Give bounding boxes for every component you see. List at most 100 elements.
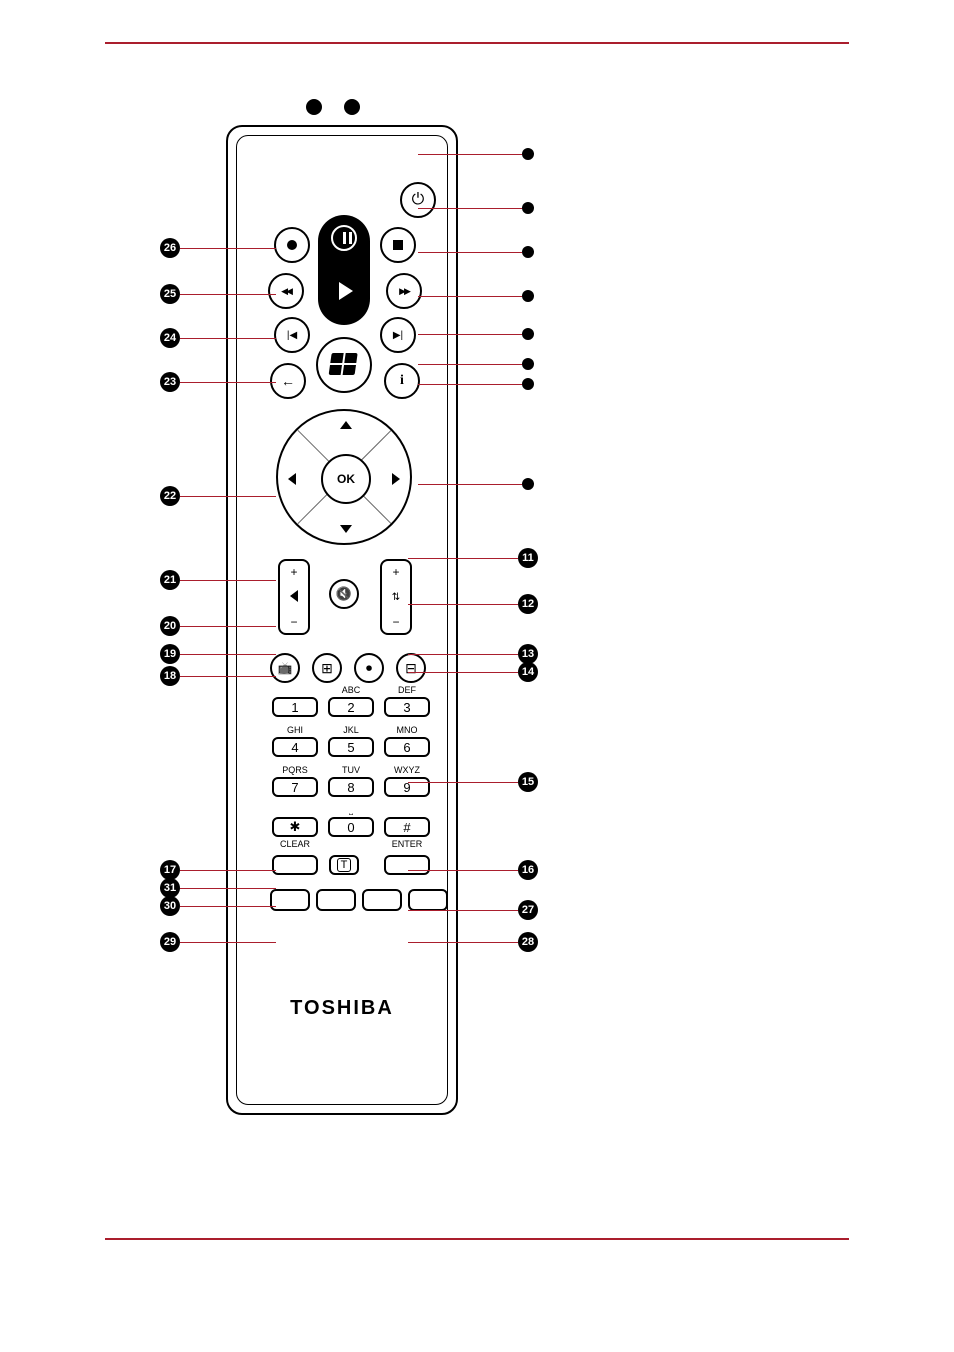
power-button[interactable] — [400, 182, 436, 218]
callout-lead — [418, 296, 522, 297]
callout-13: 13 — [518, 644, 538, 664]
dvd-menu-button[interactable] — [396, 653, 426, 683]
play-button[interactable] — [328, 275, 360, 307]
recorded-tv-button[interactable] — [354, 653, 384, 683]
numpad-label: PQRS — [272, 765, 318, 775]
clear-button[interactable] — [272, 855, 318, 875]
callout-lead — [408, 910, 518, 911]
numpad-label: WXYZ — [384, 765, 430, 775]
bottom-rule — [105, 1238, 849, 1240]
info-button[interactable] — [384, 363, 420, 399]
callout-17: 17 — [160, 860, 180, 880]
mute-button[interactable] — [329, 579, 359, 609]
ok-button[interactable]: OK — [321, 454, 371, 504]
volume-rocker[interactable]: + − — [278, 559, 310, 635]
dpad-left[interactable] — [284, 471, 300, 487]
numpad-key-8[interactable]: 8 — [328, 777, 374, 797]
callout-lead — [180, 496, 276, 497]
pause-button[interactable] — [331, 225, 357, 251]
callout-28: 28 — [518, 932, 538, 952]
callout-lead — [180, 248, 276, 249]
numpad-label: DEF — [384, 685, 430, 695]
callout-23: 23 — [160, 372, 180, 392]
callout-lead — [418, 364, 522, 365]
numpad-key-5[interactable]: 5 — [328, 737, 374, 757]
numpad-key-7[interactable]: 7 — [272, 777, 318, 797]
blue-button[interactable] — [408, 889, 448, 911]
rewind-button[interactable] — [268, 273, 304, 309]
numpad-label: MNO — [384, 725, 430, 735]
ch-minus: − — [392, 615, 399, 629]
callout-lead — [180, 580, 276, 581]
callout-lead — [180, 870, 276, 871]
dpad-down[interactable] — [338, 521, 354, 537]
callout-dot — [522, 378, 534, 390]
callout-22: 22 — [160, 486, 180, 506]
callout-27: 27 — [518, 900, 538, 920]
clear-label: CLEAR — [272, 839, 318, 849]
callout-dot — [522, 290, 534, 302]
callout-lead — [180, 942, 276, 943]
callout-lead — [408, 942, 518, 943]
dpad-up[interactable] — [338, 417, 354, 433]
numpad-label: ⎵ — [328, 805, 374, 816]
callout-19: 19 — [160, 644, 180, 664]
callout-dot — [522, 202, 534, 214]
skip-fwd-button[interactable] — [380, 317, 416, 353]
numpad-label: TUV — [328, 765, 374, 775]
callout-14: 14 — [518, 662, 538, 682]
enter-label: ENTER — [384, 839, 430, 849]
skip-back-button[interactable] — [274, 317, 310, 353]
volume-icon — [290, 590, 298, 605]
green-button[interactable] — [316, 889, 356, 911]
numpad-key-3[interactable]: 3 — [384, 697, 430, 717]
callout-18: 18 — [160, 666, 180, 686]
numpad-key-9[interactable]: 9 — [384, 777, 430, 797]
dpad-right[interactable] — [388, 471, 404, 487]
numpad-key-2[interactable]: 2 — [328, 697, 374, 717]
red-button[interactable] — [270, 889, 310, 911]
numpad-key-#[interactable]: # — [384, 817, 430, 837]
callout-lead — [408, 604, 518, 605]
callout-lead — [418, 154, 522, 155]
callout-lead — [418, 334, 522, 335]
callout-lead — [408, 558, 518, 559]
stop-button[interactable] — [380, 227, 416, 263]
back-button[interactable] — [270, 363, 306, 399]
numpad-key-6[interactable]: 6 — [384, 737, 430, 757]
start-windows-button[interactable] — [316, 337, 372, 393]
record-button[interactable] — [274, 227, 310, 263]
callout-20: 20 — [160, 616, 180, 636]
callout-lead — [408, 870, 518, 871]
fast-forward-button[interactable] — [386, 273, 422, 309]
top-rule — [105, 42, 849, 44]
callout-dot — [522, 328, 534, 340]
brand-label: TOSHIBA — [228, 997, 456, 1020]
callout-lead — [180, 626, 276, 627]
guide-button[interactable] — [312, 653, 342, 683]
callout-dot — [522, 478, 534, 490]
callout-lead — [418, 208, 522, 209]
callout-16: 16 — [518, 860, 538, 880]
teletext-button[interactable] — [329, 855, 359, 875]
callout-31: 31 — [160, 878, 180, 898]
numpad-key-0[interactable]: 0 — [328, 817, 374, 837]
yellow-button[interactable] — [362, 889, 402, 911]
numpad-key-✱[interactable]: ✱ — [272, 817, 318, 837]
callout-lead — [418, 384, 522, 385]
numpad-key-1[interactable]: 1 — [272, 697, 318, 717]
channel-rocker[interactable]: + ⇅ − — [380, 559, 412, 635]
callout-lead — [418, 484, 522, 485]
callout-24: 24 — [160, 328, 180, 348]
numpad-key-4[interactable]: 4 — [272, 737, 318, 757]
callout-25: 25 — [160, 284, 180, 304]
enter-button[interactable] — [384, 855, 430, 875]
numpad-label: GHI — [272, 725, 318, 735]
callout-lead — [180, 382, 276, 383]
windows-logo-icon — [328, 353, 359, 377]
vol-plus: + — [290, 565, 297, 579]
live-tv-button[interactable] — [270, 653, 300, 683]
callout-lead — [418, 252, 522, 253]
callout-lead — [408, 672, 518, 673]
callout-lead — [180, 906, 276, 907]
